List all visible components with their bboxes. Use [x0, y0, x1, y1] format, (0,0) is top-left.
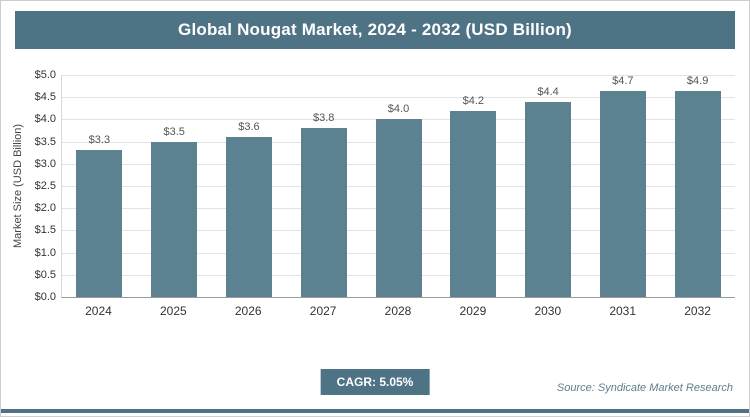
bars: $3.3 $3.5 $3.6 $3.8 $4.0 $4.2 $4.4 $4.7 $4.9 [62, 75, 735, 297]
bar-value-label: $4.9 [686, 75, 709, 87]
x-tick-label: 2030 [534, 304, 562, 318]
y-tick-label: $3.0 [34, 157, 56, 170]
gridline [62, 97, 735, 99]
bar-group: $4.7 [585, 75, 660, 297]
gridline [62, 75, 735, 76]
bar [76, 150, 123, 297]
x-tick-label: 2028 [384, 304, 412, 318]
x-tick-label: 2029 [459, 304, 487, 318]
y-axis-title: Market Size (USD Billion) [12, 123, 24, 249]
footer: CAGR: 5.05% Source: Syndicate Market Res… [1, 369, 749, 396]
y-tick-label: $1.5 [34, 224, 56, 237]
page-title: Global Nougat Market, 2024 - 2032 (USD B… [15, 11, 735, 49]
y-tick-label: $2.5 [34, 180, 56, 192]
bar-value-label: $3.8 [313, 112, 335, 125]
bar-value-label: $3.5 [163, 125, 185, 138]
y-tick-label: $0.0 [34, 291, 56, 303]
bar [450, 110, 497, 297]
bar-group: $4.2 [436, 75, 511, 297]
x-tick-label: 2027 [309, 304, 337, 318]
bar-group: $3.6 [212, 75, 287, 297]
bar [525, 101, 572, 297]
cagr-badge: CAGR: 5.05% [320, 369, 430, 395]
x-tick-label: 2031 [609, 304, 637, 318]
bar-group: $3.8 [286, 75, 361, 297]
bar [300, 128, 347, 297]
x-tick-label: 2025 [159, 304, 187, 318]
y-tick-label: $2.0 [34, 202, 56, 215]
bar-group: $4.4 [511, 75, 586, 297]
bar-group: $4.9 [660, 75, 735, 297]
x-tick-label: 2024 [85, 304, 112, 318]
y-tick-label: $4.5 [34, 91, 56, 104]
source-attribution: Source: Syndicate Market Research [556, 382, 733, 394]
bar-value-label: $4.4 [537, 85, 559, 98]
bottom-accent-line [1, 409, 749, 413]
x-tick-label: 2032 [684, 304, 711, 318]
y-tick-label: $0.5 [34, 268, 56, 281]
bar [225, 137, 272, 297]
bar-value-label: $3.6 [238, 121, 260, 134]
chart-area: Market Size (USD Billion) $0.0 $0.5 $1.0 $1… [9, 69, 735, 303]
bar [375, 119, 422, 297]
bar-value-label: $4.7 [612, 75, 634, 87]
bar [151, 141, 198, 297]
bar-group: $4.0 [361, 75, 436, 297]
y-tick-label: $1.0 [34, 246, 56, 259]
y-tick-label: $3.5 [34, 135, 56, 148]
y-tick-label: $5.0 [34, 69, 56, 81]
bar [674, 91, 721, 297]
bar-group: $3.5 [137, 75, 212, 297]
x-axis-labels: 2024 2025 2026 2027 2028 2029 2030 2031 2032 [61, 304, 735, 318]
bar-group: $3.3 [62, 75, 137, 297]
bar-value-label: $4.0 [387, 103, 410, 116]
plot-area: $3.3 $3.5 $3.6 $3.8 $4.0 $4.2 $4.4 $4.7 $4.9 [61, 75, 735, 298]
x-tick-label: 2026 [234, 304, 262, 318]
y-ticks: $0.0 $0.5 $1.0 $1.5 $2.0 $2.5 $3.0 $3.5 $4.0 $4.5… [27, 69, 61, 303]
bar [599, 91, 646, 297]
y-tick-label: $4.0 [34, 113, 56, 126]
bar-value-label: $3.3 [88, 134, 111, 147]
bar-value-label: $4.2 [462, 94, 484, 107]
